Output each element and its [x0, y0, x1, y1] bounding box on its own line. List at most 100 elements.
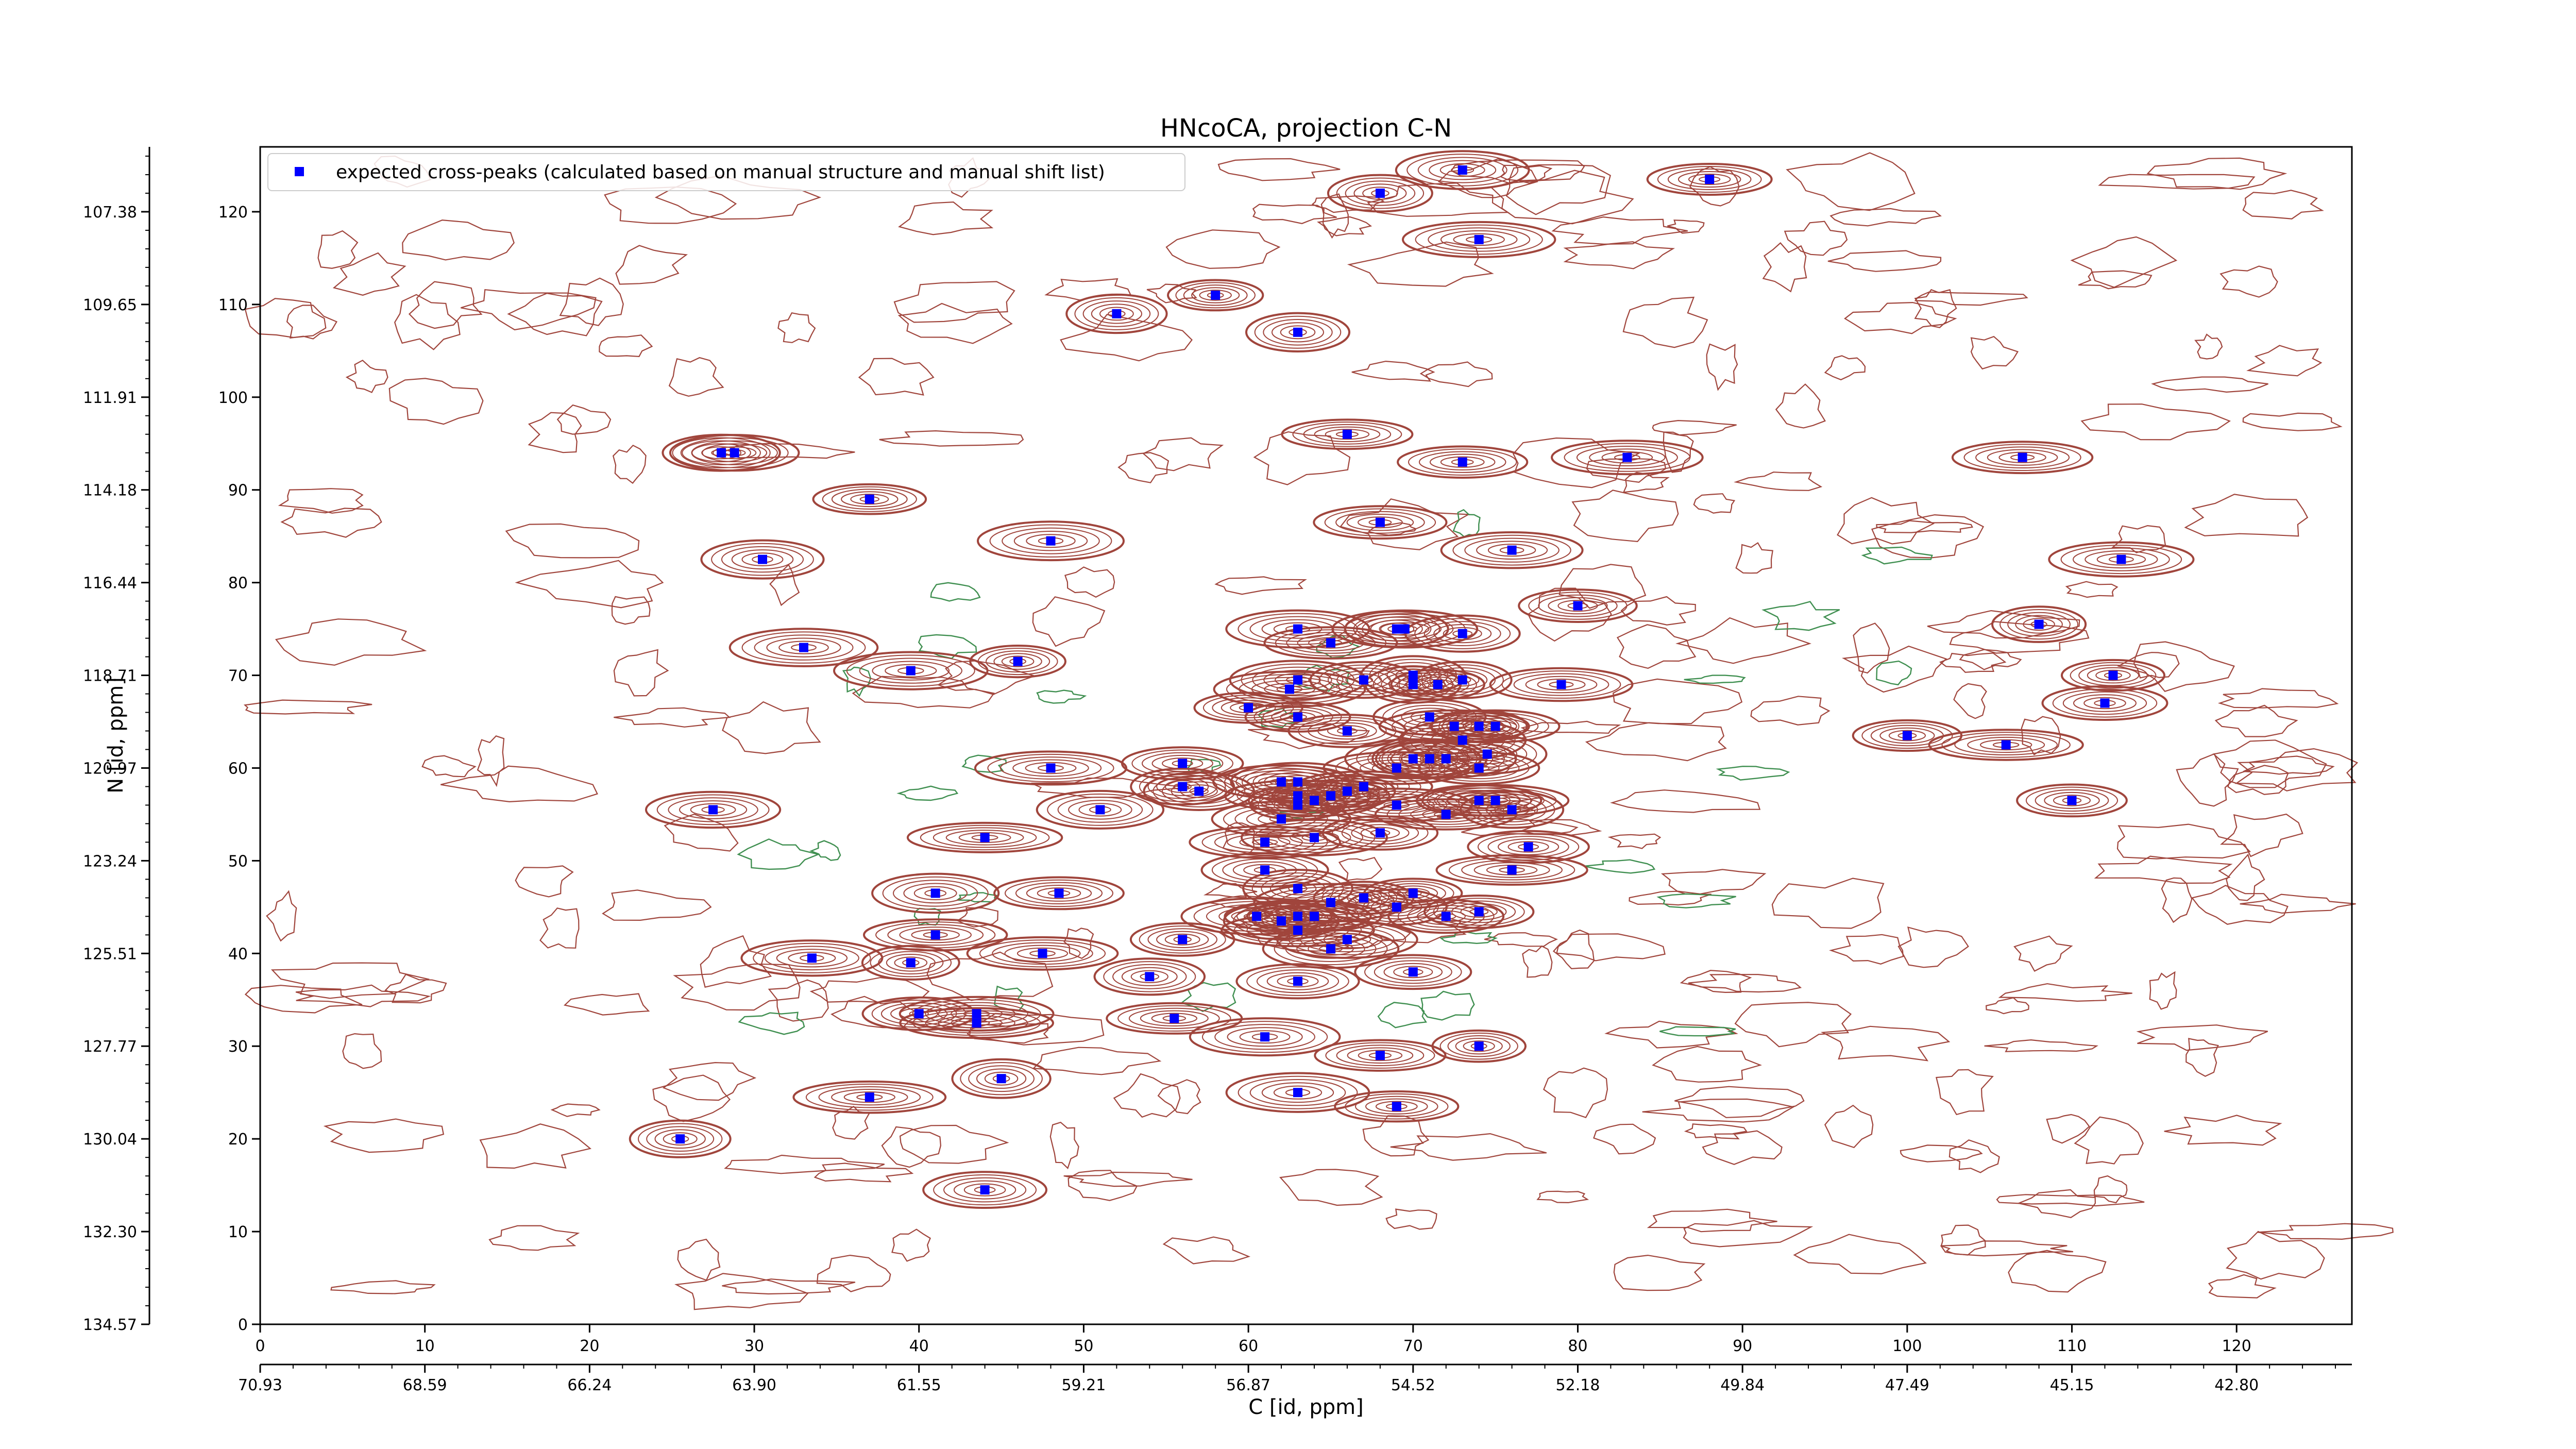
- peak-contour: [2053, 795, 2091, 806]
- peak-contour: [1277, 828, 1351, 847]
- peak-contour: [1325, 1042, 1435, 1069]
- noise-contour: [1775, 383, 1826, 429]
- noise-contour: [2111, 525, 2166, 553]
- peak-contour: [1433, 624, 1492, 644]
- noise-contour: [1827, 250, 1942, 272]
- peak-contour: [1477, 797, 1547, 822]
- y-tick-label: 10: [228, 1223, 248, 1241]
- peak-contour: [953, 1180, 1016, 1200]
- noise-contour: [1702, 1130, 1783, 1165]
- cross-peak-marker: [1293, 712, 1302, 722]
- peak-contour: [960, 1062, 1043, 1096]
- peak-contour: [1447, 1035, 1511, 1057]
- noise-contour: [1063, 1171, 1193, 1187]
- noise-contour: [1558, 564, 1647, 609]
- peak-contour: [1417, 157, 1507, 183]
- peak-contour: [1457, 744, 1518, 765]
- peak-contour: [1012, 759, 1089, 777]
- noise-contour: [700, 935, 772, 988]
- peak-contour: [1928, 729, 2084, 761]
- peak-contour: [859, 658, 963, 684]
- cross-peak-marker: [1277, 916, 1286, 926]
- noise-contour: [394, 294, 461, 350]
- noise-contour: [2234, 748, 2359, 791]
- noise-contour: [1959, 649, 2022, 670]
- cross-peak-marker: [1359, 675, 1368, 685]
- peak-contour: [1538, 594, 1618, 617]
- noise-contour: [528, 412, 582, 453]
- peak-contour: [1226, 674, 1353, 704]
- peak-contour: [1263, 319, 1333, 346]
- noise-contour: [1927, 610, 2080, 639]
- noise-contour: [1616, 624, 1697, 669]
- peak-contour: [1369, 659, 1458, 692]
- peak-contour: [1346, 794, 1448, 817]
- noise-contour: [1706, 343, 1738, 391]
- noise-contour: [2184, 494, 2309, 537]
- y-tick-label: 20: [228, 1131, 248, 1149]
- peak-contour: [1408, 448, 1517, 476]
- peak-contour: [1239, 1030, 1291, 1044]
- peak-contour: [1528, 592, 1628, 620]
- peak-contour: [1345, 180, 1416, 206]
- noise-contour: [1214, 576, 1307, 595]
- peak-contour: [1967, 736, 2045, 753]
- peak-contour: [1494, 803, 1530, 817]
- peak-contour: [1443, 627, 1482, 641]
- negative-contour: [737, 838, 821, 870]
- cross-peak-marker: [1507, 805, 1517, 815]
- peak-contour: [1999, 609, 2079, 640]
- y-tick-label: 30: [228, 1038, 248, 1056]
- noise-contour: [1586, 458, 1667, 483]
- peak-contour: [1313, 505, 1448, 540]
- peak-contour: [1129, 922, 1235, 957]
- peak-contour: [1214, 1024, 1316, 1050]
- cross-peak-marker: [1474, 1041, 1484, 1051]
- cross-peak-marker: [1293, 777, 1302, 787]
- cross-peak-marker: [1474, 721, 1484, 731]
- peak-contour: [1189, 825, 1341, 859]
- peak-contour: [913, 886, 957, 901]
- cross-peak-marker: [1211, 290, 1221, 300]
- peak-contour: [899, 926, 972, 943]
- noise-contour: [559, 277, 624, 326]
- peak-contour: [741, 552, 784, 566]
- y-axis-label: N [id, ppm]: [104, 677, 128, 794]
- cross-peak-marker: [1326, 791, 1335, 801]
- noise-contour: [244, 298, 327, 339]
- noise-contour: [1693, 493, 1736, 514]
- peak-contour: [1467, 830, 1590, 864]
- peak-contour: [1193, 901, 1320, 932]
- cross-peak-marker: [1277, 777, 1286, 787]
- noise-contour: [1248, 723, 1370, 749]
- noise-contour: [898, 201, 994, 235]
- peak-contour: [894, 956, 928, 969]
- peak-contour: [999, 756, 1102, 780]
- peak-contour: [1437, 737, 1537, 771]
- noise-contour: [244, 985, 363, 1014]
- cross-peak-marker: [1490, 796, 1500, 805]
- noise-contour: [266, 890, 297, 942]
- cross-peak-marker: [1359, 893, 1368, 903]
- peak-contour: [1015, 882, 1103, 905]
- cross-peak-marker: [1178, 759, 1188, 768]
- noise-contour: [1252, 204, 1337, 224]
- cross-peak-marker: [1260, 1032, 1270, 1042]
- peak-contour: [903, 883, 968, 904]
- peak-contour: [1037, 887, 1081, 899]
- peak-contour: [1423, 621, 1501, 646]
- noise-contour: [1750, 696, 1831, 726]
- peak-contour: [882, 876, 989, 910]
- peak-contour: [818, 1086, 921, 1108]
- peak-contour: [1156, 931, 1209, 949]
- noise-contour: [2243, 755, 2335, 775]
- peak-contour: [841, 491, 899, 508]
- cross-peak-marker: [1902, 731, 1912, 740]
- peak-contour: [2083, 697, 2126, 710]
- peak-contour: [822, 486, 917, 512]
- negative-contour: [1377, 1002, 1427, 1029]
- peak-contour: [1501, 670, 1621, 699]
- peak-contour: [764, 946, 859, 971]
- peak-contour: [1151, 1013, 1198, 1024]
- peak-contour: [2062, 691, 2147, 715]
